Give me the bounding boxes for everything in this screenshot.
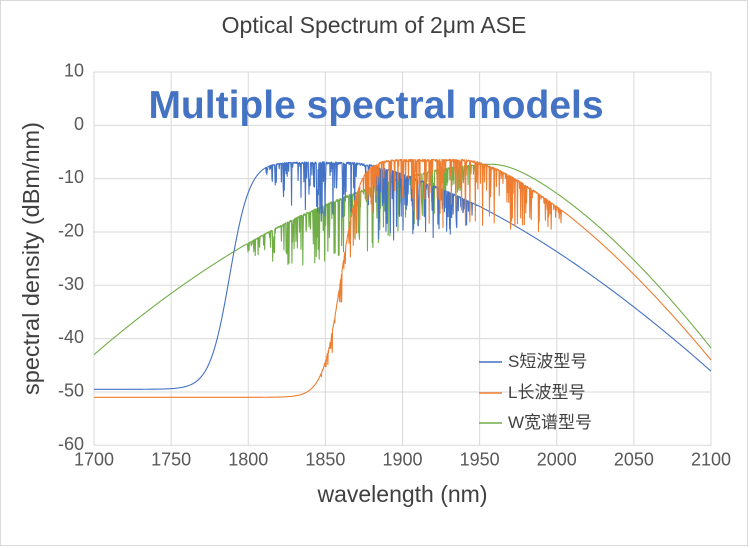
svg-text:1800: 1800 [228, 449, 268, 469]
svg-text:10: 10 [64, 61, 84, 81]
svg-text:2000: 2000 [537, 449, 577, 469]
svg-text:1700: 1700 [74, 449, 114, 469]
svg-text:1750: 1750 [151, 449, 191, 469]
svg-text:S短波型号: S短波型号 [508, 352, 587, 371]
svg-text:1950: 1950 [460, 449, 500, 469]
svg-text:2100: 2100 [691, 449, 731, 469]
svg-text:-20: -20 [58, 220, 84, 240]
svg-text:W宽谱型号: W宽谱型号 [508, 413, 592, 432]
svg-text:2050: 2050 [614, 449, 654, 469]
svg-text:-30: -30 [58, 274, 84, 294]
svg-text:-40: -40 [58, 327, 84, 347]
svg-text:L长波型号: L长波型号 [508, 383, 585, 402]
svg-text:1850: 1850 [305, 449, 345, 469]
svg-text:1900: 1900 [382, 449, 422, 469]
svg-text:-50: -50 [58, 380, 84, 400]
svg-text:-10: -10 [58, 167, 84, 187]
